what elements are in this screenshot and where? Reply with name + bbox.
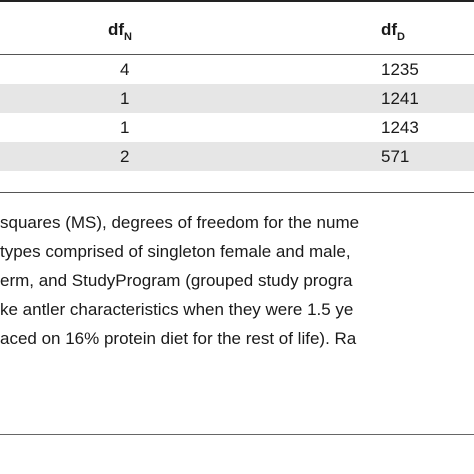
cell-df-n: 1 bbox=[120, 89, 130, 108]
caption-line: types comprised of singleton female and … bbox=[0, 242, 351, 261]
table-top-rule bbox=[0, 0, 474, 2]
caption-line: aced on 16% protein diet for the rest of… bbox=[0, 329, 357, 348]
caption-line: ke antler characteristics when they were… bbox=[0, 300, 354, 319]
table-caption: squares (MS), degrees of freedom for the… bbox=[0, 208, 474, 353]
table-row: 4 1235 bbox=[0, 55, 474, 84]
column-header-df-d: dfD bbox=[381, 20, 405, 44]
cell-df-n: 4 bbox=[120, 60, 130, 79]
table-bottom-rule bbox=[0, 192, 474, 193]
cell-df-n: 1 bbox=[120, 118, 130, 137]
caption-line: squares (MS), degrees of freedom for the… bbox=[0, 213, 360, 232]
cell-df-d: 1241 bbox=[381, 89, 419, 108]
caption-line: erm, and StudyProgram (grouped study pro… bbox=[0, 271, 353, 290]
cell-df-n: 2 bbox=[120, 147, 130, 166]
column-header-df-n: dfN bbox=[108, 20, 132, 44]
header-rule bbox=[0, 54, 474, 55]
table-row: 1 1241 bbox=[0, 84, 474, 113]
table-row: 2 571 bbox=[0, 142, 474, 171]
cell-df-d: 1235 bbox=[381, 60, 419, 79]
table-header-row: dfN dfD bbox=[0, 2, 474, 54]
table-row: 1 1243 bbox=[0, 113, 474, 142]
cell-df-d: 1243 bbox=[381, 118, 419, 137]
cell-df-d: 571 bbox=[381, 147, 410, 166]
footer-rule bbox=[0, 434, 474, 435]
